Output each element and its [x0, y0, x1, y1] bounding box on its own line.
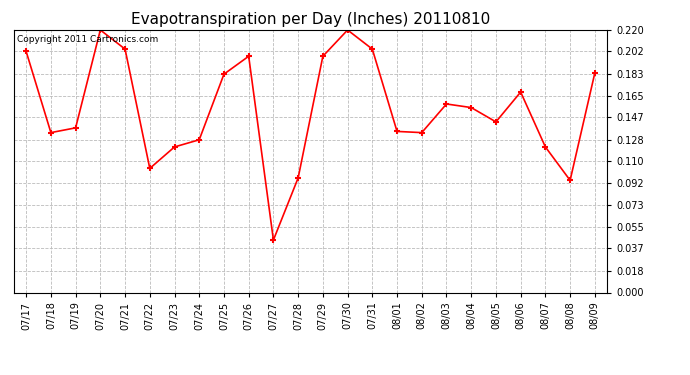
Text: Copyright 2011 Cartronics.com: Copyright 2011 Cartronics.com [17, 35, 158, 44]
Title: Evapotranspiration per Day (Inches) 20110810: Evapotranspiration per Day (Inches) 2011… [131, 12, 490, 27]
